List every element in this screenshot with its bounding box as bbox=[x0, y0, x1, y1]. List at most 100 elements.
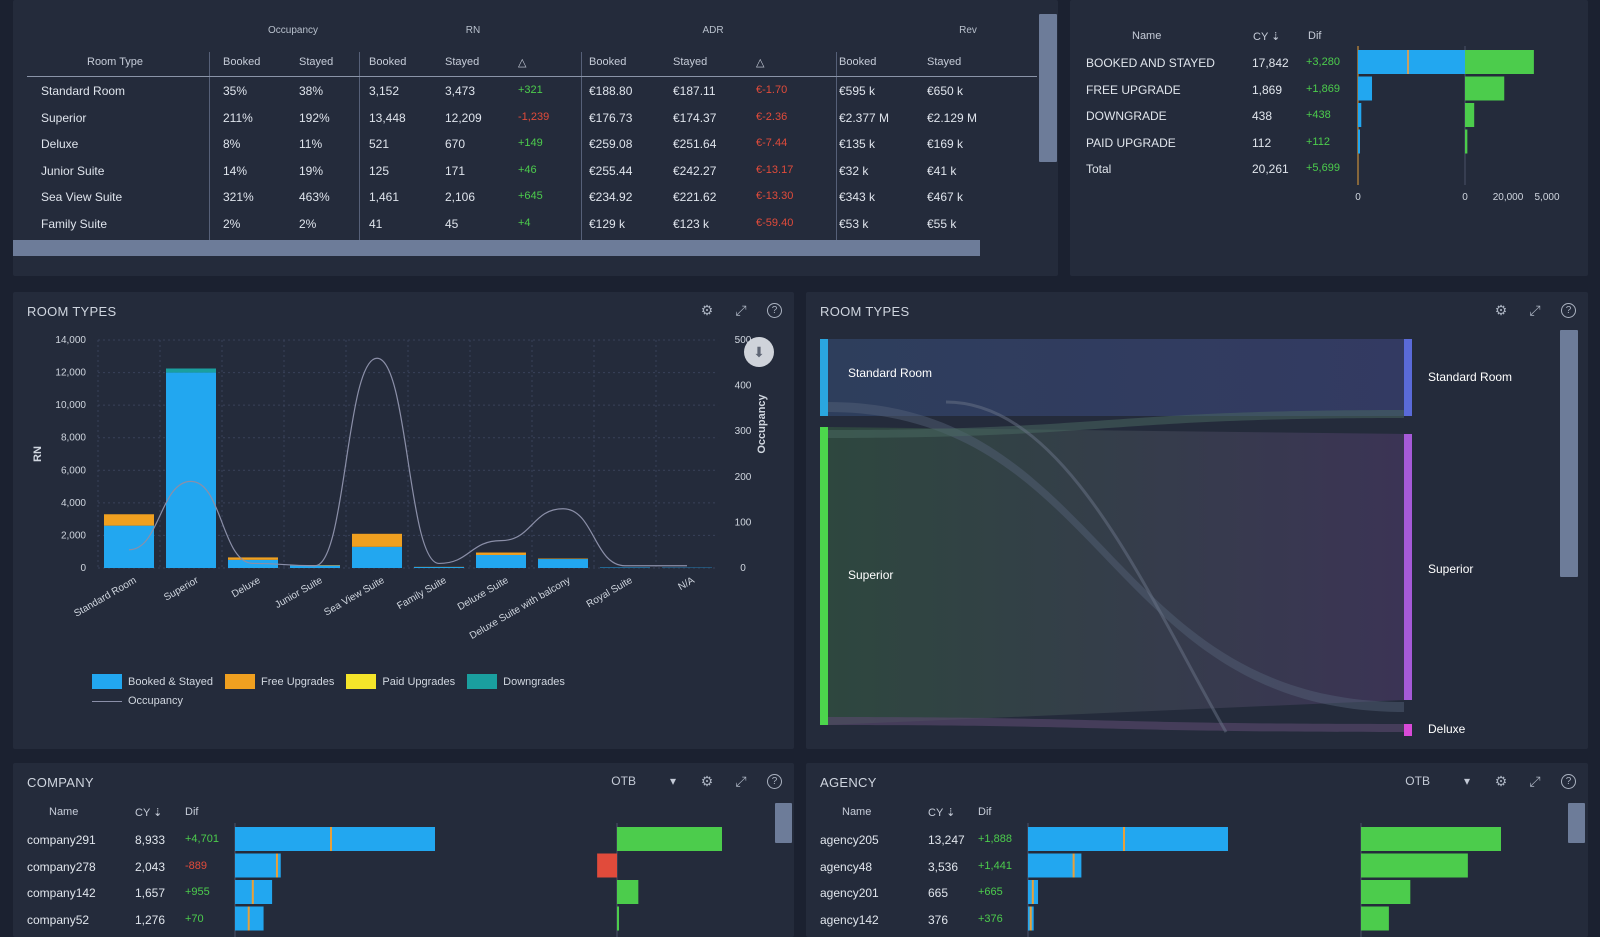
horizontal-scrollbar[interactable] bbox=[13, 240, 980, 256]
axis-tick-label: 20,000 bbox=[1493, 192, 1524, 203]
sankey-flow bbox=[828, 410, 1404, 438]
dif-bar bbox=[1465, 129, 1468, 154]
column-header[interactable]: Room Type bbox=[87, 56, 144, 68]
row-name[interactable]: agency48 bbox=[820, 859, 873, 874]
x-tick-label: N/A bbox=[677, 575, 697, 593]
help-icon[interactable]: ? bbox=[1561, 773, 1576, 789]
table-cell: €595 k bbox=[839, 84, 876, 98]
column-header[interactable]: Dif bbox=[1308, 30, 1322, 42]
table-cell: €135 k bbox=[839, 137, 876, 151]
x-tick-label: Sea View Suite bbox=[322, 575, 386, 619]
dif-bar bbox=[617, 827, 722, 851]
column-header[interactable]: Booked bbox=[223, 56, 261, 68]
y-tick-label: 12,000 bbox=[55, 368, 86, 379]
download-button[interactable]: ⬇ bbox=[744, 337, 774, 367]
agency-bars-chart bbox=[1027, 823, 1501, 937]
expand-icon[interactable]: ⤢ bbox=[735, 773, 747, 789]
table-cell: 3,473 bbox=[445, 84, 476, 98]
gear-icon[interactable]: ⚙ bbox=[1494, 302, 1508, 318]
cy-value: 1,657 bbox=[135, 886, 166, 900]
company-title: COMPANY bbox=[27, 775, 94, 790]
row-name[interactable]: agency142 bbox=[820, 912, 879, 927]
cy-bar bbox=[1028, 827, 1228, 851]
column-header[interactable]: CY ⇣ bbox=[928, 807, 956, 819]
table-cell: 521 bbox=[369, 137, 390, 151]
y-tick-label: 6,000 bbox=[61, 465, 86, 476]
column-header[interactable]: Stayed bbox=[927, 56, 962, 68]
row-name[interactable]: agency205 bbox=[820, 833, 879, 847]
help-icon[interactable]: ? bbox=[767, 773, 782, 789]
column-header[interactable]: Booked bbox=[839, 56, 877, 68]
row-name[interactable]: company291 bbox=[27, 833, 96, 847]
vertical-scrollbar[interactable] bbox=[1039, 14, 1057, 162]
column-header[interactable]: CY ⇣ bbox=[135, 807, 163, 819]
column-header[interactable]: Dif bbox=[185, 806, 199, 818]
x-tick-label: Deluxe bbox=[230, 575, 263, 600]
sankey-node bbox=[820, 427, 828, 725]
room-types-sankey-panel: ROOM TYPES ⚙ ⤢ ? Standard Room Superior … bbox=[806, 292, 1588, 749]
cy-value: 8,933 bbox=[135, 833, 166, 847]
otb-dropdown[interactable]: OTB ▾ bbox=[1405, 774, 1470, 788]
column-header[interactable]: Name bbox=[842, 806, 872, 818]
bar-segment bbox=[476, 554, 526, 568]
gear-icon[interactable]: ⚙ bbox=[700, 773, 714, 789]
gear-icon[interactable]: ⚙ bbox=[1494, 773, 1508, 789]
table-cell: €188.80 bbox=[589, 84, 633, 98]
table-cell: 35% bbox=[223, 84, 248, 98]
column-header[interactable]: CY ⇣ bbox=[1253, 31, 1281, 43]
table-cell: 38% bbox=[299, 84, 324, 98]
sankey-label-right: Standard Room bbox=[1428, 370, 1513, 384]
otb-dropdown[interactable]: OTB ▾ bbox=[611, 774, 676, 788]
row-name[interactable]: company52 bbox=[27, 912, 90, 927]
column-header[interactable]: Stayed bbox=[299, 56, 334, 68]
legend-item[interactable]: Paid Upgrades bbox=[346, 674, 455, 689]
row-name: PAID UPGRADE bbox=[1086, 135, 1176, 150]
x-tick-label: Deluxe Suite bbox=[456, 575, 511, 613]
dif-bar bbox=[1465, 103, 1475, 127]
gear-icon[interactable]: ⚙ bbox=[700, 302, 714, 318]
row-name[interactable]: company278 bbox=[27, 859, 96, 874]
axis-tick-label: 5,000 bbox=[1534, 192, 1559, 203]
expand-icon[interactable]: ⤢ bbox=[1529, 302, 1541, 318]
upgrade-summary-panel: Name CY ⇣ Dif BOOKED AND STAYED 17,842 +3,280… bbox=[1070, 0, 1588, 276]
column-header[interactable]: Name bbox=[49, 806, 79, 818]
legend-item[interactable]: Downgrades bbox=[467, 674, 565, 689]
cy-value: 112 bbox=[1252, 135, 1272, 150]
expand-icon[interactable]: ⤢ bbox=[735, 302, 747, 318]
vertical-scrollbar[interactable] bbox=[1568, 803, 1585, 843]
group-rn: RN bbox=[465, 25, 481, 36]
column-header[interactable]: Stayed bbox=[673, 56, 708, 68]
company-bars-chart bbox=[234, 823, 722, 937]
row-name: DOWNGRADE bbox=[1086, 109, 1167, 123]
help-icon[interactable]: ? bbox=[767, 302, 782, 318]
column-header[interactable]: △ bbox=[518, 57, 527, 69]
sankey-label-left: Superior bbox=[848, 568, 894, 582]
column-header[interactable]: △ bbox=[756, 57, 765, 69]
column-header[interactable]: Booked bbox=[589, 56, 627, 68]
help-icon[interactable]: ? bbox=[1561, 302, 1576, 318]
column-header[interactable]: Dif bbox=[978, 806, 992, 818]
column-header[interactable]: Name bbox=[1132, 30, 1162, 42]
column-header[interactable]: Stayed bbox=[445, 56, 480, 68]
legend-item[interactable]: Booked & Stayed bbox=[92, 674, 213, 689]
expand-icon[interactable]: ⤢ bbox=[1529, 773, 1541, 789]
y2-tick-label: 400 bbox=[735, 381, 752, 392]
sankey-label-right: Deluxe bbox=[1428, 722, 1466, 736]
table-cell: €169 k bbox=[927, 137, 964, 151]
table-cell: €255.44 bbox=[589, 163, 633, 178]
cy-value: 2,043 bbox=[135, 859, 166, 874]
dif-value: +438 bbox=[1306, 109, 1331, 121]
y2-tick-label: 300 bbox=[735, 426, 752, 437]
sankey-flow bbox=[828, 427, 1404, 725]
x-tick-label: Junior Suite bbox=[273, 575, 325, 611]
row-name[interactable]: company142 bbox=[27, 886, 96, 900]
vertical-scrollbar[interactable] bbox=[1560, 330, 1578, 577]
column-header[interactable]: Booked bbox=[369, 56, 407, 68]
vertical-scrollbar[interactable] bbox=[775, 803, 792, 843]
legend-item-occupancy[interactable]: Occupancy bbox=[92, 695, 183, 707]
legend-item[interactable]: Free Upgrades bbox=[225, 674, 334, 689]
sankey-title: ROOM TYPES bbox=[820, 304, 910, 319]
sankey-node bbox=[1404, 724, 1412, 736]
cy-value: 438 bbox=[1252, 109, 1273, 123]
row-name[interactable]: agency201 bbox=[820, 886, 879, 900]
